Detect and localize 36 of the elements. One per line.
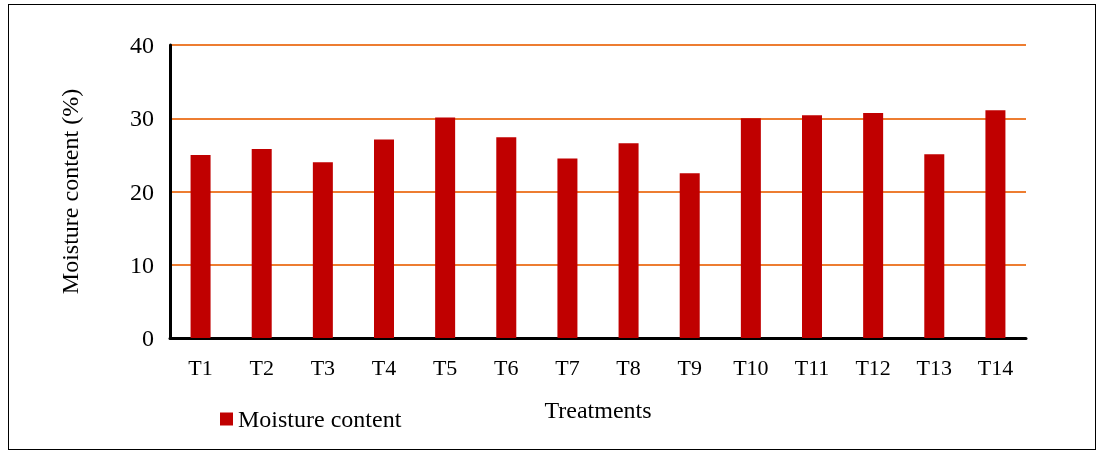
x-axis-title: Treatments	[544, 397, 652, 423]
y-tick-label: 0	[142, 325, 154, 351]
x-tick-label: T9	[677, 354, 702, 380]
x-tick-label: T5	[432, 354, 458, 380]
x-tick-label: T4	[371, 354, 397, 380]
bar	[679, 173, 700, 338]
legend-label: Moisture content	[238, 406, 402, 432]
y-tick-label: 20	[130, 178, 154, 205]
bar	[496, 137, 517, 338]
x-tick-label: T13	[916, 354, 953, 380]
bar	[985, 110, 1006, 338]
x-tick-label: T7	[555, 354, 580, 380]
x-tick-label: T8	[616, 354, 641, 380]
x-tick-label: T14	[977, 354, 1014, 380]
bar	[618, 143, 639, 338]
bar	[924, 154, 945, 338]
x-tick-label: T1	[188, 354, 213, 380]
bar	[435, 117, 456, 338]
bar	[190, 154, 211, 338]
y-axis-title: Moisture content (%)	[57, 88, 83, 295]
bar	[802, 115, 822, 338]
bar	[251, 149, 272, 338]
x-tick-label: T6	[494, 354, 519, 380]
y-tick-label: 10	[130, 251, 154, 278]
x-tick-label: T10	[733, 354, 769, 380]
x-tick-label: T3	[310, 354, 336, 380]
x-tick-label: T2	[249, 354, 274, 380]
bar	[557, 158, 578, 338]
bar	[740, 118, 761, 338]
bar	[374, 139, 394, 338]
y-tick-label: 30	[130, 105, 154, 132]
y-tick-label: 40	[130, 32, 154, 58]
bar	[312, 162, 333, 338]
x-tick-label: T11	[794, 354, 830, 380]
bar	[863, 113, 884, 338]
x-tick-label: T12	[855, 354, 891, 380]
